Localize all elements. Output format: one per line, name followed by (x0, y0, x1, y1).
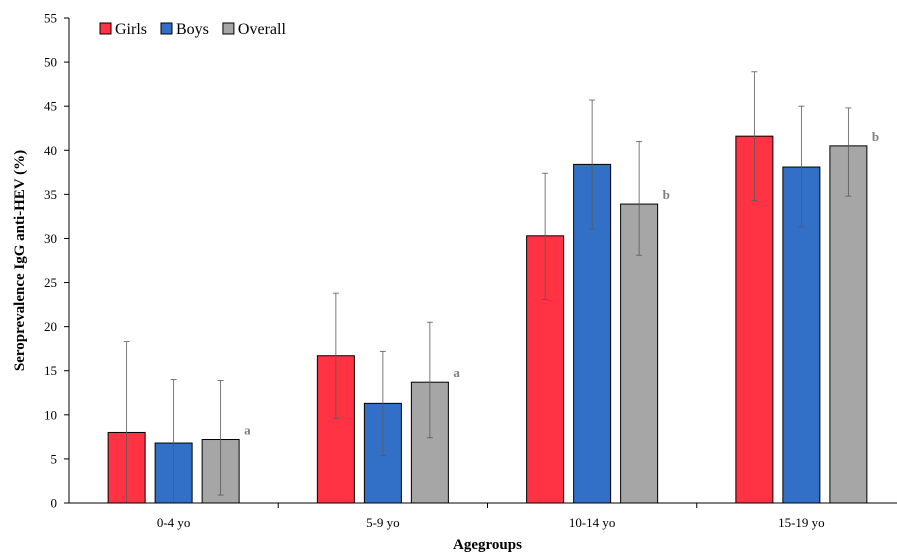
bar-girls (316, 355, 355, 504)
y-tick-label: 25 (44, 275, 57, 290)
y-tick-label: 20 (44, 319, 57, 334)
y-tick-label: 30 (44, 231, 57, 246)
significance-label: b (663, 187, 670, 202)
y-axis-title: Seroprevalence IgG anti-HEV (%) (12, 150, 28, 371)
y-tick-label: 55 (44, 11, 57, 26)
y-tick-label: 50 (44, 55, 57, 70)
axes: 0 5 10 15 20 25 30 35 40 45 50 55 0-4 yo a 5-9 yo a 10-1… (44, 11, 897, 530)
bars (107, 135, 868, 504)
x-axis-title: Agegroups (453, 537, 522, 553)
significance-label: a (244, 423, 251, 438)
y-tick-label: 40 (44, 143, 57, 158)
legend-swatch-overall (222, 22, 235, 35)
legend-label-girls: Girls (115, 21, 147, 38)
x-tick-label: 0-4 yo (157, 515, 191, 530)
y-tick-label: 5 (51, 451, 58, 466)
x-tick-label: 5-9 yo (366, 515, 400, 530)
legend-label-boys: Boys (176, 21, 209, 38)
x-tick-label: 15-19 yo (778, 515, 825, 530)
y-tick-label: 45 (44, 99, 57, 114)
legend: Girls Boys Overall (99, 21, 287, 38)
significance-label: b (872, 129, 879, 144)
legend-swatch-girls (99, 22, 112, 35)
x-tick-label: 10-14 yo (569, 515, 616, 530)
y-tick-label: 10 (44, 407, 57, 422)
y-tick-label: 0 (51, 496, 58, 511)
y-tick-label: 15 (44, 363, 57, 378)
error-bars (123, 71, 852, 504)
legend-label-overall: Overall (238, 21, 287, 38)
significance-label: a (453, 365, 460, 380)
bar-overall (829, 145, 868, 504)
legend-swatch-boys (160, 22, 173, 35)
y-tick-label: 35 (44, 187, 57, 202)
